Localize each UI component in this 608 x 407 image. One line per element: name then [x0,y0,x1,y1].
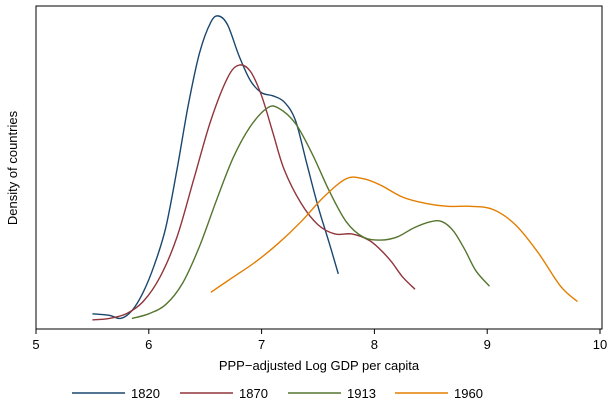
series-layer [92,15,578,321]
legend-label-1820: 1820 [131,386,160,401]
series-line-1913 [131,105,490,320]
x-tick-label: 7 [258,337,265,352]
legend-label-1913: 1913 [347,386,376,401]
legend-label-1960: 1960 [454,386,483,401]
series-line-1820 [92,15,339,320]
legend-label-1870: 1870 [239,386,268,401]
x-tick-label: 9 [484,337,491,352]
x-axis-ticks: 5 6 7 8 9 10 [32,329,607,352]
plot-area-frame [35,5,603,330]
y-axis-label: Density of countries [5,110,20,225]
x-tick-label: 8 [371,337,378,352]
x-tick-label: 10 [593,337,607,352]
x-axis-label: PPP−adjusted Log GDP per capita [219,358,420,373]
legend: 1820 1870 1913 1960 [72,386,483,401]
series-line-1870 [92,64,416,321]
series-line-1960 [210,176,578,303]
x-tick-label: 5 [32,337,39,352]
x-tick-label: 6 [145,337,152,352]
